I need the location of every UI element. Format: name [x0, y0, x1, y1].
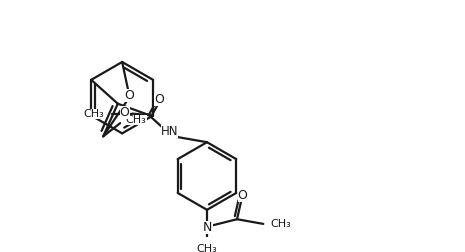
Text: O: O	[154, 93, 164, 106]
Text: CH₃: CH₃	[84, 109, 104, 119]
Text: O: O	[120, 106, 130, 119]
Text: CH₃: CH₃	[126, 115, 146, 125]
Text: N: N	[203, 221, 213, 234]
Text: CH₃: CH₃	[197, 244, 217, 252]
Text: O: O	[238, 189, 247, 202]
Text: O: O	[125, 89, 134, 103]
Text: HN: HN	[161, 125, 178, 138]
Text: CH₃: CH₃	[271, 219, 292, 229]
